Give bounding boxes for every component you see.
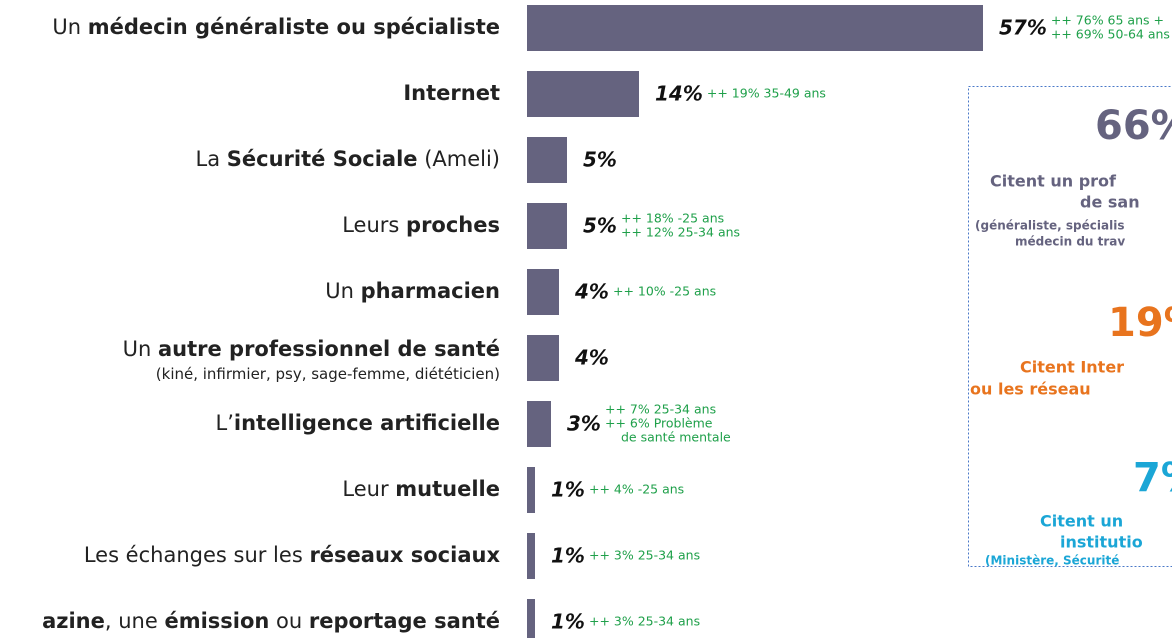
value-label: 3%	[567, 412, 601, 436]
label-segment: ou	[269, 609, 309, 633]
label-segment: émission	[164, 609, 269, 633]
label-segment: réseaux sociaux	[309, 543, 500, 567]
label-segment: Les échanges sur les	[84, 543, 310, 567]
label-segment: Un	[52, 15, 87, 39]
note: ++ 76% 65 ans +	[1051, 13, 1164, 28]
note: ++ 3% 25-34 ans	[589, 548, 700, 563]
value-label: 5%	[583, 214, 617, 238]
note: ++ 3% 25-34 ans	[589, 614, 700, 629]
label-segment: Leurs	[342, 213, 406, 237]
callout-text: institutio	[1060, 533, 1143, 552]
callout-text: Citent Inter	[1020, 358, 1124, 377]
category-label: Un pharmacien	[325, 279, 500, 303]
bar	[527, 533, 535, 579]
label-segment: Leur	[342, 477, 395, 501]
value-label: 5%	[583, 148, 617, 172]
bar	[527, 71, 639, 117]
label-segment: pharmacien	[361, 279, 500, 303]
label-segment: Un	[123, 337, 158, 361]
bar	[527, 269, 559, 315]
category-label: Les échanges sur les réseaux sociaux	[84, 543, 501, 567]
label-segment: autre professionnel de santé	[158, 337, 500, 361]
value-label: 1%	[551, 478, 585, 502]
label-segment: Sécurité Sociale	[227, 147, 418, 171]
note: ++ 18% -25 ans	[621, 211, 724, 226]
label-segment: proches	[406, 213, 500, 237]
note: ++ 10% -25 ans	[613, 284, 716, 299]
bar	[527, 335, 559, 381]
note: ++ 12% 25-34 ans	[621, 225, 740, 240]
callout-text: médecin du trav	[1015, 235, 1125, 249]
label-segment: (Ameli)	[418, 147, 500, 171]
category-label: La Sécurité Sociale (Ameli)	[196, 147, 500, 171]
value-label: 14%	[655, 82, 703, 106]
label-segment: Un	[325, 279, 360, 303]
callout-text: (Ministère, Sécurité	[985, 554, 1119, 568]
callout-text: ou les réseau	[970, 380, 1091, 399]
label-segment: La	[196, 147, 227, 171]
note: ++ 4% -25 ans	[589, 482, 684, 497]
value-label: 1%	[551, 544, 585, 568]
label-segment: L’	[216, 411, 234, 435]
value-label: 1%	[551, 610, 585, 634]
note: ++ 69% 50-64 ans	[1051, 27, 1170, 42]
callout-text: (généraliste, spécialis	[975, 219, 1124, 233]
category-label: Internet	[403, 81, 500, 105]
label-segment: intelligence artificielle	[234, 411, 500, 435]
note: ++ 19% 35-49 ans	[707, 86, 826, 101]
label-segment: mutuelle	[395, 477, 500, 501]
callout-text: Citent un	[1040, 512, 1123, 531]
note: de santé mentale	[621, 430, 731, 445]
category-label: Un autre professionnel de santé	[123, 337, 500, 361]
value-label: 4%	[574, 280, 609, 304]
bar	[527, 137, 567, 183]
callout-text: de san	[1080, 193, 1140, 212]
label-segment: Internet	[403, 81, 500, 105]
category-label: Leur mutuelle	[342, 477, 500, 501]
callout-box	[968, 86, 1172, 567]
value-label: 4%	[574, 346, 609, 370]
callout-text: Citent un prof	[990, 172, 1117, 191]
category-label: Un médecin généraliste ou spécialiste	[52, 15, 500, 39]
callout-text: 19%	[1108, 300, 1172, 346]
bar	[527, 401, 551, 447]
callout-text: 66%	[1095, 103, 1172, 149]
category-label: Leurs proches	[342, 213, 500, 237]
label-segment: médecin généraliste ou spécialiste	[88, 15, 500, 39]
category-label: L’intelligence artificielle	[216, 411, 500, 435]
bar	[527, 203, 567, 249]
label-segment: reportage santé	[309, 609, 500, 633]
bar	[527, 5, 983, 51]
callout-text: 7%	[1133, 455, 1172, 501]
note: ++ 7% 25-34 ans	[605, 402, 716, 417]
note: ++ 6% Problème	[605, 416, 713, 431]
bar	[527, 599, 535, 638]
label-segment: (kiné, infirmier, psy, sage-femme, diété…	[156, 365, 500, 383]
category-label: azine, une émission ou reportage santé	[42, 609, 500, 633]
bar	[527, 467, 535, 513]
category-sublabel: (kiné, infirmier, psy, sage-femme, diété…	[156, 365, 500, 383]
label-segment: , une	[105, 609, 165, 633]
value-label: 57%	[999, 16, 1047, 40]
label-segment: azine	[42, 609, 105, 633]
